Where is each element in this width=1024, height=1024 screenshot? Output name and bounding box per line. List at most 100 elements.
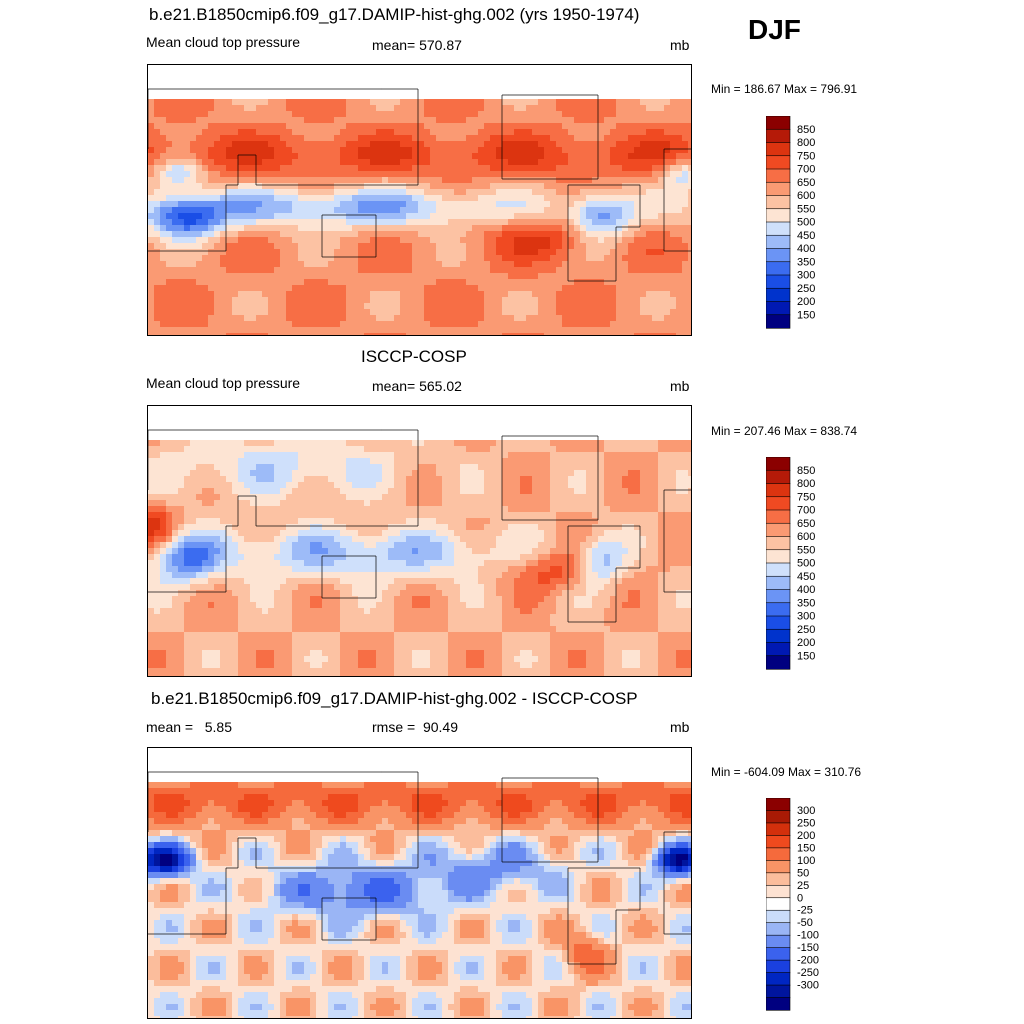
map-1-cell [328, 147, 335, 154]
map-2-cell [556, 470, 563, 477]
map-1-cell [190, 279, 197, 286]
map-1-cell [640, 303, 647, 310]
map-1-cell [202, 285, 209, 292]
map-1-cell [412, 291, 419, 298]
map-1-cell [334, 285, 341, 292]
map-1-cell [340, 261, 347, 268]
map-2-cell [520, 494, 527, 501]
map-1-cell [196, 165, 203, 172]
map-1-cell [520, 321, 527, 328]
map-1-cell [550, 315, 557, 322]
map-1-cell [592, 225, 599, 232]
map-1-cell [352, 237, 359, 244]
map-1-cell [436, 285, 443, 292]
map-1-cell [472, 309, 479, 316]
map-1-cell [154, 171, 161, 178]
map-2-cell [634, 446, 641, 453]
map-1-cell [634, 303, 641, 310]
map-1-cell [610, 207, 617, 214]
map-1-cell [358, 147, 365, 154]
map-2-cell [274, 488, 281, 495]
map-1-cell [238, 213, 245, 220]
map-1-cell [532, 123, 539, 130]
map-1-cell [682, 273, 689, 280]
map-1-cell [526, 243, 533, 250]
map-1-cell [460, 237, 467, 244]
map-2-cell [634, 440, 641, 447]
map-1-cell [466, 171, 473, 178]
map-1-cell [544, 297, 551, 304]
map-1-cell [394, 165, 401, 172]
map-1-cell [622, 243, 629, 250]
map-2-cell [622, 470, 629, 477]
map-1-cell [646, 243, 653, 250]
map-1-cell [688, 261, 691, 268]
map-1-cell [256, 249, 263, 256]
map-1-cell [316, 255, 323, 262]
map-2-cell [280, 470, 287, 477]
map-1-cell [196, 321, 203, 328]
map-1-cell [670, 105, 677, 112]
map-1-cell [202, 273, 209, 280]
map-1-cell [478, 171, 485, 178]
map-1-cell [334, 201, 341, 208]
map-2-cell [364, 440, 371, 447]
map-1-cell [478, 177, 485, 184]
map-1-cell [682, 255, 689, 262]
map-1-cell [688, 123, 691, 130]
map-2-cell [502, 494, 509, 501]
map-1-cell [652, 225, 659, 232]
map-1-cell [184, 333, 191, 335]
map-1-cell [232, 189, 239, 196]
map-2-cell [316, 440, 323, 447]
map-1-cell [472, 117, 479, 124]
map-1-cell [214, 321, 221, 328]
map-1-cell [250, 117, 257, 124]
map-1-cell [154, 135, 161, 142]
map-1-cell [154, 225, 161, 232]
map-2-cell [202, 452, 209, 459]
map-2-cell [688, 446, 691, 453]
map-1-cell [604, 159, 611, 166]
map-1-cell [562, 297, 569, 304]
map-1-cell [622, 285, 629, 292]
map-1-cell [514, 135, 521, 142]
map-1-cell [484, 183, 491, 190]
map-1-cell [508, 171, 515, 178]
map-1-cell [184, 129, 191, 136]
map-1-cell [652, 297, 659, 304]
map-1-cell [328, 267, 335, 274]
map-2-cell [514, 476, 521, 483]
map-1-cell [268, 123, 275, 130]
map-1-cell [328, 111, 335, 118]
map-1-cell [622, 117, 629, 124]
map-2-cell [376, 488, 383, 495]
map-2-cell [166, 482, 173, 489]
map-1-cell [652, 327, 659, 334]
panel-2-minmax: Min = 207.46 Max = 838.74 [711, 424, 858, 438]
map-1-cell [472, 153, 479, 160]
map-2-cell [436, 464, 443, 471]
map-1-cell [634, 159, 641, 166]
map-1-cell [208, 165, 215, 172]
map-1-cell [532, 135, 539, 142]
map-2-cell [322, 488, 329, 495]
map-1-cell [316, 153, 323, 160]
map-1-cell [478, 153, 485, 160]
map-1-cell [640, 291, 647, 298]
map-1-cell [646, 267, 653, 274]
map-1-cell [370, 237, 377, 244]
map-1-cell [676, 165, 683, 172]
map-1-cell [202, 177, 209, 184]
map-1-cell [166, 261, 173, 268]
map-1-cell [544, 249, 551, 256]
map-1-cell [664, 297, 671, 304]
map-2-cell [688, 440, 691, 447]
map-1-cell [364, 291, 371, 298]
map-1-cell [298, 129, 305, 136]
map-1-cell [478, 327, 485, 334]
map-1-cell [316, 177, 323, 184]
map-1-cell [172, 165, 179, 172]
map-1-cell [502, 279, 509, 286]
map-1-cell [664, 129, 671, 136]
